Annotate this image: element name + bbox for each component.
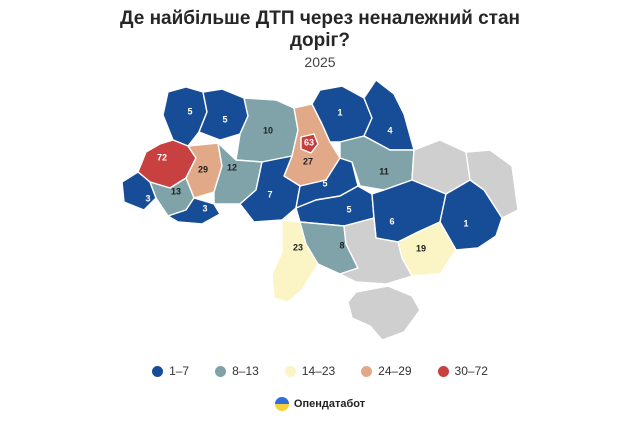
chart-subtitle: 2025: [304, 54, 336, 70]
region-value-ivano-frankivsk: 13: [171, 186, 181, 196]
region-kherson: [339, 217, 413, 285]
region-crimea: [347, 285, 421, 341]
region-value-chernihiv: 1: [337, 107, 342, 117]
region-value-poltava: 11: [379, 166, 389, 176]
legend-item: 24–29: [361, 364, 412, 378]
region-value-kirovohrad: 5: [346, 204, 351, 214]
legend-label: 1–7: [169, 364, 190, 378]
brand: Опендатабот: [0, 397, 640, 411]
region-volyn: [162, 86, 208, 147]
region-value-chernivtsi: 3: [202, 203, 207, 213]
chart-title: Де найбільше ДТП через неналежний стан д…: [0, 8, 640, 52]
region-vinnytsia: [239, 155, 301, 223]
region-value-kyiv-oblast: 27: [303, 156, 313, 166]
region-value-zakarpattia: 3: [145, 193, 150, 203]
title-line-2: доріг?: [289, 30, 351, 51]
region-value-volyn: 5: [187, 106, 192, 116]
legend-item: 8–13: [215, 364, 259, 378]
region-value-rivne: 5: [222, 114, 227, 124]
region-value-cherkasy: 5: [322, 178, 327, 188]
region-value-ternopil: 29: [198, 164, 208, 174]
opendatabot-logo-icon: [274, 397, 289, 411]
region-kyiv-city: [300, 133, 319, 154]
region-value-sumy: 4: [387, 125, 392, 135]
title-line-1: Де найбільше ДТП через неналежний стан: [119, 8, 521, 29]
region-value-donetsk: 1: [463, 218, 468, 228]
region-chernivtsi: [167, 197, 221, 225]
legend-swatch-icon: [152, 365, 164, 377]
legend: 1–7 8–13 14–23 24–29 30–72: [0, 364, 640, 378]
legend-label: 8–13: [232, 364, 259, 378]
legend-label: 24–29: [378, 364, 412, 378]
legend-swatch-icon: [284, 365, 296, 377]
legend-swatch-icon: [361, 365, 373, 377]
region-value-vinnytsia: 7: [267, 189, 272, 199]
region-value-zaporizhzhia: 19: [416, 243, 426, 253]
region-value-zhytomyr: 10: [263, 125, 273, 135]
legend-swatch-icon: [215, 365, 227, 377]
legend-item: 14–23: [284, 364, 336, 378]
legend-label: 30–72: [454, 364, 488, 378]
region-value-mykolaiv: 8: [339, 240, 344, 250]
region-value-kyiv-city: 63: [304, 137, 314, 147]
region-value-khmelnytskyi: 12: [227, 162, 237, 172]
region-value-dnipropetrovsk: 6: [389, 216, 394, 226]
region-value-odesa: 23: [293, 242, 303, 252]
legend-label: 14–23: [301, 364, 336, 378]
brand-name: Опендатабот: [293, 398, 366, 410]
legend-item: 1–7: [152, 364, 189, 378]
region-value-lviv: 72: [157, 152, 167, 162]
legend-swatch-icon: [437, 365, 449, 377]
legend-item: 30–72: [437, 364, 488, 378]
